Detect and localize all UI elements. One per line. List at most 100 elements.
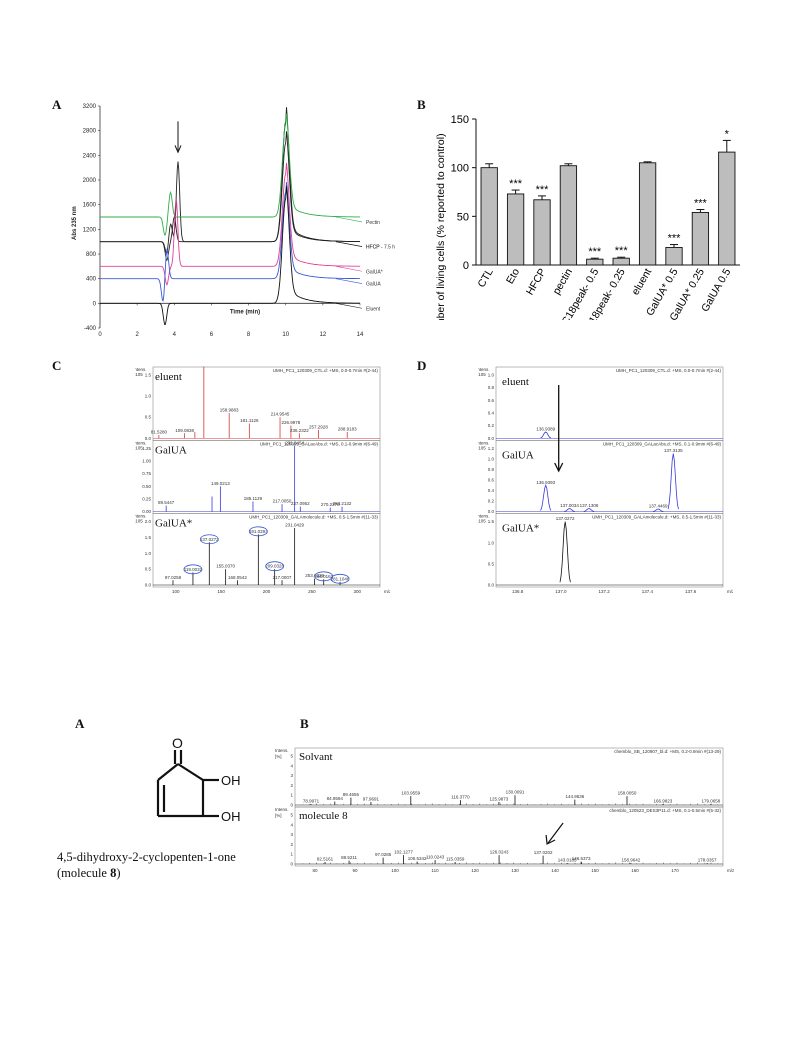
ms-peak	[652, 508, 664, 512]
ms-x-tick: 150	[217, 589, 225, 594]
ms-peak-label: 166.9823	[654, 799, 673, 804]
ms-x-tick: 90	[352, 868, 358, 873]
ms-y-tick: 3	[290, 773, 293, 778]
ms-x-tick: 200	[263, 589, 271, 594]
bar	[665, 247, 683, 266]
ms-y-tick: 0.5	[488, 561, 495, 566]
hplc-trace	[100, 162, 360, 286]
ms-peak-label: 116.3770	[451, 795, 470, 800]
molecule-id-line: (molecule 8)	[57, 866, 121, 880]
ms-panel-header: UMH_PC1_120309_CTL.d: +MS, 0.0-0.7min #(…	[273, 368, 379, 373]
category-label: HFCP	[524, 267, 549, 298]
ms-y-tick: 1.2	[488, 446, 495, 451]
y-tick-label: 1200	[83, 227, 97, 233]
y-tick-label: -400	[84, 326, 97, 332]
ms-peak-label: 144.9636	[565, 794, 584, 799]
ms-y-tick: 0.5	[145, 567, 152, 572]
ms-y-tick: 0	[290, 803, 293, 808]
intens-label: Intens.	[478, 367, 490, 372]
highlight-circle	[330, 573, 350, 584]
x-tick-label: 8	[247, 332, 251, 338]
y-tick-label: 3200	[83, 104, 97, 110]
significance-mark: ***	[694, 198, 708, 210]
legend-label: GalUA*	[366, 269, 383, 275]
ms-panel-name: GalUA	[155, 444, 187, 456]
significance-mark: ***	[588, 246, 602, 258]
ms-peak-label: 78.9971	[303, 799, 320, 804]
ms-x-tick: 137.6	[685, 589, 697, 594]
hplc-trace	[100, 182, 360, 302]
ms-x-tick: 137.0	[555, 589, 567, 594]
ms-y-tick: 4	[290, 763, 293, 768]
ms-peak	[667, 453, 679, 510]
ms-y-tick: 0.8	[488, 385, 495, 390]
ms-peak-label: 82.5161	[317, 857, 334, 862]
highlight-circle	[265, 561, 285, 572]
ms-peak-label: 89.5447	[158, 500, 175, 505]
ms-x-tick: 100	[391, 868, 399, 873]
ms-peak	[564, 508, 575, 512]
ms-y-tick: 0.50	[142, 484, 151, 489]
significance-mark: *	[725, 128, 730, 140]
peak-arrow-head	[174, 145, 182, 154]
bar	[612, 257, 630, 266]
ms-y-tick: 0.2	[488, 423, 495, 428]
category-label: pectin	[551, 266, 575, 296]
ms-y-tick: 1.5	[488, 519, 495, 524]
ms-y-tick: 0.8	[488, 467, 495, 472]
category-label: CTL	[475, 266, 495, 289]
bar	[480, 167, 498, 266]
ms-peak-label: 89.4655	[343, 792, 360, 797]
legend-line	[335, 303, 363, 309]
ms-panel-name: GalUA*	[155, 518, 192, 530]
legend-label: Eluent	[366, 306, 381, 312]
ms-panel-frame	[495, 366, 724, 441]
x10-label: x105	[478, 519, 486, 524]
ms-peak-label: 109.0838	[175, 428, 194, 433]
unit-label: [%]	[275, 813, 282, 818]
intens-label: Intens.	[135, 514, 147, 519]
ms-x-tick: 130	[511, 868, 519, 873]
x-tick-label: 0	[98, 332, 102, 338]
hplc-trace	[100, 113, 360, 236]
ms-peak-label: 214.9545	[271, 412, 290, 417]
ms-peak-label: 97.0285	[375, 852, 392, 857]
ms-y-tick: 0.75	[142, 471, 151, 476]
hplc-trace	[100, 186, 360, 325]
legend-line	[335, 278, 363, 284]
legend-label: HFCP - 7.5 h	[366, 245, 395, 251]
ms-y-tick: 0.6	[488, 478, 495, 483]
ms-peak-label: 185.1129	[244, 496, 263, 501]
ms-peak-label: 209.0328	[265, 564, 284, 569]
y-tick-label: 2800	[83, 129, 97, 135]
ms-panel-name: GalUA*	[502, 523, 539, 535]
ms-peak-label: 102.1277	[394, 850, 413, 855]
ms-peak-label: 178.0357	[698, 858, 717, 863]
ms-peak-label: 137.0272	[556, 516, 575, 521]
ms-x-tick: 160	[631, 868, 639, 873]
ms-panel-header: UMH_PC1_120309_GALacAbs.d: +MS, 0.1-0.9m…	[603, 441, 722, 446]
hydroxyl-1: OH	[221, 773, 241, 788]
y-tick-label: 50	[457, 211, 469, 223]
ms-x-tick: 120	[471, 868, 479, 873]
ms-peak-label: 270.2270	[321, 502, 340, 507]
intens-label: Intens.	[135, 440, 147, 445]
ms-peak-label: 115.0359	[446, 857, 465, 862]
ms-peak-label: 168.0542	[228, 575, 247, 580]
ms-peak-label: 88.5211	[341, 855, 357, 860]
ms-panel-name: Solvant	[299, 751, 333, 763]
bar	[586, 258, 604, 266]
x10-label: x105	[135, 372, 143, 377]
y-tick-label: 2400	[83, 153, 97, 159]
ms-y-tick: 0.4	[488, 411, 495, 416]
ms-x-tick: 137.4	[642, 589, 654, 594]
ms-peak-label: 263.0162	[314, 574, 333, 579]
highlight-circle	[248, 526, 268, 537]
ms-peak-label: 137.0272	[200, 537, 219, 542]
ms-panel-frame	[152, 513, 381, 588]
ms-peak-label: 84.9594	[327, 796, 344, 801]
ms-y-tick: 0	[290, 862, 293, 867]
ms-y-tick: 2.0	[145, 519, 152, 524]
peak-arrow-head	[554, 462, 564, 473]
panel-label-molecule: A	[75, 716, 85, 731]
